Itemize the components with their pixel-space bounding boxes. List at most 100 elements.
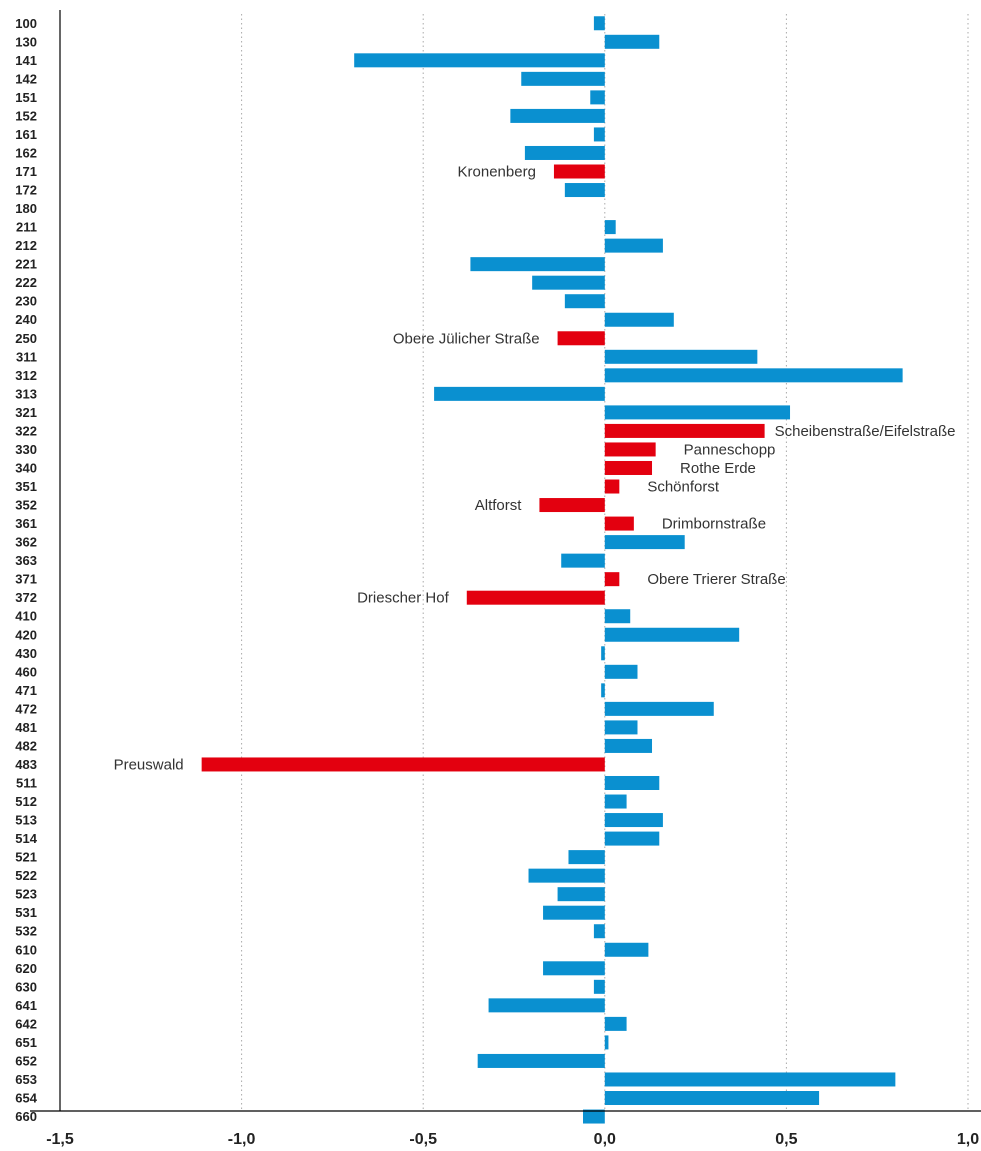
bar (604, 831, 660, 846)
category-label: 471 (15, 683, 37, 698)
bar (604, 738, 653, 753)
bar (604, 34, 660, 49)
bar (604, 220, 616, 235)
bar (557, 331, 605, 346)
bar-annotation: Schönforst (647, 479, 720, 496)
bar (604, 1035, 609, 1050)
bar (354, 53, 605, 68)
bar (604, 1016, 627, 1031)
category-label: 372 (15, 590, 37, 605)
category-label: 654 (15, 1091, 37, 1106)
category-label: 483 (15, 757, 37, 772)
bar (604, 813, 663, 828)
category-labels: 100 130 141 142 151 152 161 162 171 172 180 211 212 2… (15, 16, 37, 1124)
category-label: 512 (15, 794, 37, 809)
bar (604, 572, 620, 587)
bar (604, 516, 634, 531)
bar (532, 275, 605, 290)
category-label: 100 (15, 16, 37, 31)
category-label: 514 (15, 831, 37, 846)
bar (604, 479, 620, 494)
bar (590, 90, 605, 105)
bar (604, 775, 660, 790)
bar (604, 609, 631, 624)
category-label: 351 (15, 479, 37, 494)
category-label: 312 (15, 368, 37, 383)
category-label: 610 (15, 942, 37, 957)
bar (528, 868, 605, 883)
bar-annotation: Scheibenstraße/Eifelstraße (775, 423, 956, 440)
category-label: 171 (15, 164, 37, 179)
category-label: 523 (15, 887, 37, 902)
category-label: 162 (15, 145, 37, 160)
bar (604, 720, 638, 735)
x-tick-label: 0,0 (594, 1131, 616, 1148)
category-label: 322 (15, 423, 37, 438)
bar (593, 924, 605, 939)
category-label: 371 (15, 572, 37, 587)
category-label: 430 (15, 646, 37, 661)
bar (477, 1053, 605, 1068)
axes (30, 10, 981, 1112)
bar-annotation: Rothe Erde (680, 460, 756, 477)
category-label: 340 (15, 460, 37, 475)
bar (543, 905, 605, 920)
bar (604, 1091, 820, 1106)
bar (561, 553, 605, 568)
category-label: 521 (15, 850, 37, 865)
bar-annotation: Obere Jülicher Straße (393, 330, 540, 347)
bar (604, 794, 627, 809)
bar (593, 127, 605, 142)
bar (553, 164, 605, 179)
category-label: 653 (15, 1072, 37, 1087)
category-label: 152 (15, 108, 37, 123)
bar (593, 979, 605, 994)
bar (557, 887, 605, 902)
category-label: 212 (15, 238, 37, 253)
bar (604, 627, 740, 642)
x-tick-labels: -1,5 -1,0 -0,5 0,0 0,5 1,0 (46, 1131, 979, 1148)
category-label: 221 (15, 257, 37, 272)
category-label: 240 (15, 312, 37, 327)
category-label: 161 (15, 127, 37, 142)
bar (601, 646, 605, 661)
bar (564, 183, 605, 198)
bars (201, 16, 903, 1124)
category-label: 472 (15, 701, 37, 716)
bar-annotation: Preuswald (114, 756, 184, 773)
category-label: 311 (16, 349, 37, 364)
category-label: 531 (15, 905, 37, 920)
bar (604, 942, 649, 957)
category-label: 363 (15, 553, 37, 568)
bar (539, 498, 605, 513)
category-label: 362 (15, 535, 37, 550)
category-label: 151 (15, 90, 37, 105)
bar (604, 368, 903, 383)
category-label: 142 (15, 71, 37, 86)
bar (510, 108, 605, 123)
bar-annotation: Drimbornstraße (662, 516, 766, 533)
category-label: 641 (15, 998, 37, 1013)
category-label: 630 (15, 979, 37, 994)
bar (521, 71, 605, 86)
bar (604, 423, 765, 438)
bar-annotation: Obere Trierer Straße (647, 571, 785, 588)
category-label: 130 (15, 34, 37, 49)
bar (604, 312, 674, 327)
category-label: 172 (15, 183, 37, 198)
category-label: 222 (15, 275, 37, 290)
x-tick-label: 1,0 (957, 1131, 979, 1148)
category-label: 651 (15, 1035, 37, 1050)
category-label: 180 (15, 201, 37, 216)
bar (604, 664, 638, 679)
category-label: 352 (15, 498, 37, 513)
category-label: 652 (15, 1053, 37, 1068)
category-label: 532 (15, 924, 37, 939)
bar (583, 1109, 605, 1124)
x-tick-label: -0,5 (409, 1131, 437, 1148)
bar-annotation: Panneschopp (684, 441, 776, 458)
category-label: 513 (15, 813, 37, 828)
bar-annotation: Altforst (475, 497, 523, 514)
category-label: 620 (15, 961, 37, 976)
